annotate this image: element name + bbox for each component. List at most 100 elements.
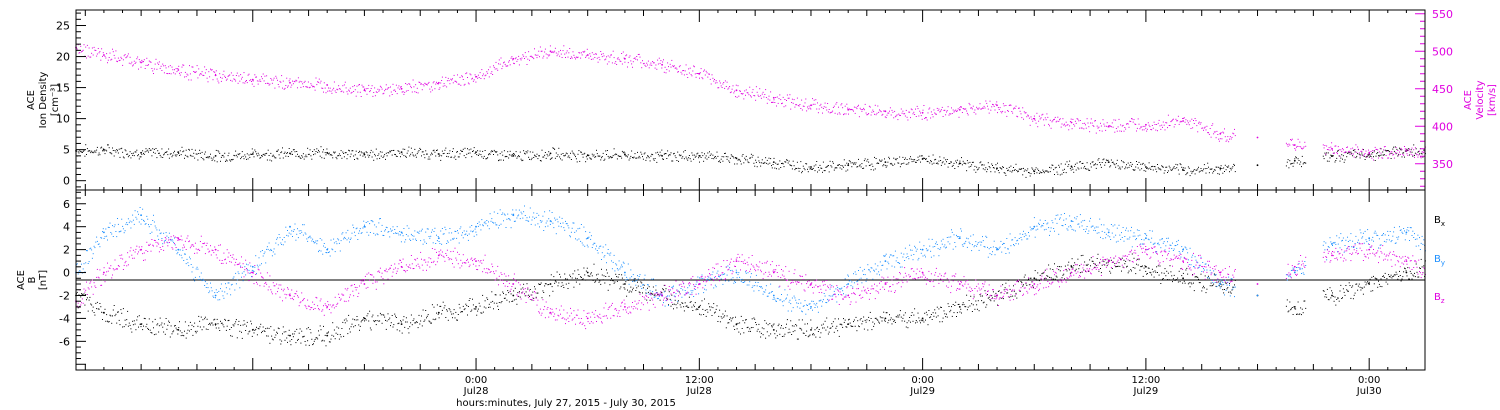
bx-point: [932, 312, 934, 314]
bx-point: [761, 327, 763, 329]
bx-point: [904, 320, 906, 322]
velocity-point: [1414, 156, 1415, 158]
density-point: [1219, 169, 1221, 171]
density-point: [408, 146, 410, 148]
velocity-point: [868, 105, 870, 107]
velocity-point: [1403, 154, 1405, 156]
velocity-point: [904, 115, 906, 117]
density-point: [722, 160, 724, 162]
velocity-point: [378, 90, 380, 92]
velocity-point: [1046, 113, 1048, 115]
velocity-point: [421, 83, 422, 85]
by-point: [1070, 220, 1073, 222]
velocity-point: [311, 84, 313, 86]
velocity-point: [392, 83, 394, 85]
bx-point: [1414, 276, 1416, 278]
bx-point: [475, 308, 477, 310]
density-point: [202, 158, 204, 160]
density-point: [1156, 171, 1158, 173]
bx-point: [989, 299, 991, 301]
velocity-point: [225, 79, 227, 81]
velocity-point: [466, 72, 468, 74]
density-point: [1011, 171, 1013, 173]
velocity-point: [1302, 147, 1304, 149]
velocity-point: [852, 109, 854, 111]
bx-point: [395, 317, 397, 318]
velocity-point: [457, 74, 458, 76]
density-point: [153, 151, 154, 153]
bx-point: [282, 333, 283, 335]
density-point: [766, 159, 768, 161]
velocity-point: [887, 112, 889, 114]
bx-point: [841, 324, 843, 326]
bx-point: [1037, 272, 1039, 274]
density-point: [719, 161, 721, 163]
density-point: [775, 162, 777, 164]
density-point: [881, 159, 883, 161]
velocity-point: [152, 70, 154, 72]
density-point: [410, 153, 412, 155]
velocity-point: [754, 95, 756, 97]
velocity-point: [1391, 151, 1393, 153]
density-point: [613, 148, 615, 150]
bx-point: [1063, 273, 1065, 275]
velocity-point: [167, 73, 169, 75]
velocity-point: [1177, 120, 1179, 122]
bx-point: [872, 321, 874, 323]
velocity-point: [1219, 138, 1221, 140]
density-point: [1332, 155, 1334, 157]
density-point: [541, 149, 543, 151]
density-point: [942, 161, 944, 163]
bx-point: [678, 291, 680, 293]
density-point: [278, 154, 280, 156]
velocity-point: [784, 99, 786, 100]
velocity-point: [1342, 148, 1343, 150]
bx-point: [950, 309, 952, 311]
density-point: [619, 156, 621, 157]
bx-point: [1059, 270, 1061, 272]
velocity-point: [968, 102, 970, 104]
velocity-point: [1352, 147, 1354, 149]
density-point: [364, 152, 365, 154]
density-point: [328, 153, 329, 155]
bx-point: [1086, 265, 1088, 266]
velocity-point: [1007, 110, 1009, 111]
bx-point: [80, 296, 82, 298]
bx-point: [622, 283, 624, 285]
density-point: [1230, 169, 1232, 171]
velocity-point: [115, 50, 117, 52]
density-point: [875, 158, 877, 159]
velocity-point: [270, 78, 272, 79]
velocity-point: [394, 89, 396, 91]
density-point: [569, 157, 571, 159]
density-point: [744, 157, 746, 159]
velocity-point: [909, 111, 911, 113]
velocity-point: [1088, 126, 1090, 128]
velocity-point: [1423, 152, 1425, 154]
bx-point: [984, 290, 986, 292]
velocity-point: [853, 106, 855, 108]
density-point: [215, 149, 217, 151]
bx-point: [857, 320, 859, 322]
density-point: [1196, 169, 1198, 171]
velocity-point: [202, 74, 204, 76]
density-point: [215, 155, 216, 157]
density-point: [526, 152, 528, 154]
density-point: [425, 150, 427, 152]
bx-point: [410, 314, 412, 316]
velocity-point: [265, 83, 267, 84]
bx-point: [290, 344, 292, 346]
density-point: [306, 156, 308, 158]
density-point: [1021, 168, 1023, 169]
bx-point: [847, 323, 849, 325]
bx-point: [443, 307, 445, 309]
bx-point: [284, 339, 286, 341]
velocity-point: [1211, 125, 1213, 126]
bx-point: [1191, 283, 1193, 285]
bx-point: [1404, 267, 1405, 269]
density-point: [755, 159, 757, 161]
velocity-point: [1225, 140, 1227, 142]
velocity-point: [1151, 129, 1153, 131]
density-point: [220, 160, 221, 162]
density-point: [373, 159, 375, 161]
